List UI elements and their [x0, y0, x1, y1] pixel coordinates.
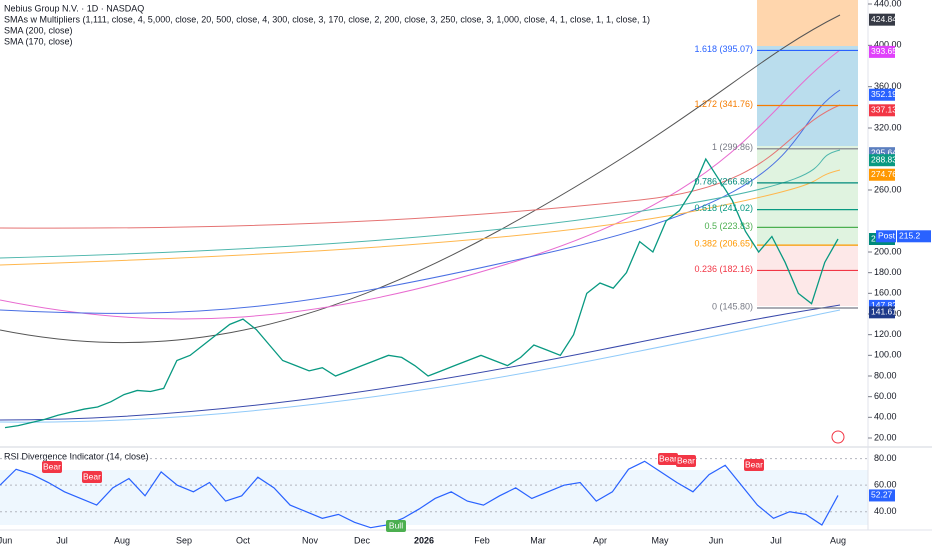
price-badge-label: 274.76 — [871, 169, 897, 179]
price-badge-label: 337.13 — [871, 105, 897, 115]
signal-tag — [386, 520, 406, 532]
fib-label: 0.786 (266.86) — [694, 176, 753, 186]
price-badge — [869, 13, 895, 26]
price-badge — [869, 154, 895, 167]
legend-text: SMAs w Multipliers (1,111, close, 4, 5,0… — [4, 14, 650, 24]
sma-line — [0, 49, 841, 320]
time-label: Oct — [236, 535, 251, 545]
fib-zone — [757, 146, 858, 246]
price-badge-label: 147.82 — [871, 300, 897, 310]
alert-icon[interactable] — [831, 430, 845, 444]
time-label: Aug — [830, 535, 846, 545]
time-label: Aug — [114, 535, 130, 545]
price-tick-label: 40.00 — [874, 412, 897, 422]
price-tick-label: 200.00 — [874, 246, 902, 256]
signal-tag — [676, 455, 696, 467]
post-badge — [897, 230, 931, 243]
fib-label: 1.272 (341.76) — [694, 99, 753, 109]
price-tick-label: 20.00 — [874, 432, 897, 442]
price-badge — [869, 45, 895, 58]
fib-label: 1 (299.86) — [712, 142, 753, 152]
time-label: Feb — [474, 535, 490, 545]
rsi-line — [0, 460, 839, 529]
price-tick-label: 60.00 — [874, 391, 897, 401]
legend-text: SMA (200, close) — [4, 25, 73, 35]
price-badge-label: 352.19 — [871, 89, 897, 99]
rsi-badge-label: 52.27 — [871, 490, 893, 500]
rsi-tick-label: 60.00 — [874, 480, 897, 490]
signal-label: Bear — [677, 455, 695, 465]
price-tick-label: 100.00 — [874, 350, 902, 360]
fib-label: 0 (145.80) — [712, 301, 753, 311]
price-tick-label: 260.00 — [874, 184, 902, 194]
sma-line — [0, 89, 841, 314]
signal-label: Bear — [43, 461, 61, 471]
fib-zone — [757, 46, 858, 146]
sma-line — [0, 304, 841, 421]
rsi-band — [0, 470, 868, 525]
time-label: Jul — [56, 535, 68, 545]
time-label: Jun — [709, 535, 724, 545]
price-tick-label: 440.00 — [874, 0, 902, 8]
sma-line — [0, 309, 841, 423]
price-badge-label: 141.61 — [871, 307, 897, 317]
price-tick-label: 80.00 — [874, 370, 897, 380]
price-line — [4, 157, 839, 429]
signal-label: Bear — [83, 471, 101, 481]
price-tick-label: 120.00 — [874, 329, 902, 339]
price-badge-label: 424.84 — [871, 14, 897, 24]
signal-tag — [658, 453, 678, 465]
post-tag — [876, 230, 896, 243]
price-tick-label: 400.00 — [874, 40, 902, 50]
price-tick-label: 320.00 — [874, 122, 902, 132]
price-tick-label: 180.00 — [874, 267, 902, 277]
price-badge-label: 295.64 — [871, 147, 897, 157]
time-label: Apr — [593, 535, 607, 545]
time-label: Dec — [354, 535, 371, 545]
sma-line — [0, 149, 841, 259]
price-badge — [869, 168, 895, 181]
fib-label: 0.236 (182.16) — [694, 264, 753, 274]
price-badge-label: 393.65 — [871, 46, 897, 56]
legend-text: Nebius Group N.V. · 1D · NASDAQ — [4, 3, 144, 13]
signal-label: Bull — [389, 520, 403, 530]
time-label: Jul — [770, 535, 782, 545]
signal-tag — [82, 471, 102, 483]
price-badge — [869, 306, 895, 319]
rsi-tick-label: 80.00 — [874, 453, 897, 463]
signal-tag — [744, 459, 764, 471]
price-tick-label: 160.00 — [874, 288, 902, 298]
signal-tag — [42, 461, 62, 473]
fib-extension-box — [757, 0, 858, 46]
sma-line — [0, 169, 841, 266]
signal-label: Bear — [659, 453, 677, 463]
fib-zone — [757, 246, 858, 306]
time-label: 2026 — [414, 535, 434, 545]
fib-label: 0.5 (223.83) — [704, 221, 753, 231]
post-tag-label: Post — [878, 231, 896, 241]
time-label: Sep — [176, 535, 192, 545]
post-badge-label: 215.2 — [899, 231, 921, 241]
sma-line — [0, 14, 841, 343]
fib-label: 0.618 (241.02) — [694, 203, 753, 213]
price-badge — [869, 88, 895, 101]
time-label: Nov — [302, 535, 319, 545]
rsi-tick-label: 40.00 — [874, 506, 897, 516]
time-label: May — [651, 535, 669, 545]
sma-line — [0, 104, 841, 229]
time-label: Mar — [530, 535, 546, 545]
rsi-badge — [869, 489, 895, 502]
moving-averages — [0, 14, 841, 423]
price-badge — [869, 104, 895, 117]
fib-label: 1.618 (395.07) — [694, 44, 753, 54]
rsi-title: RSI Divergence Indicator (14, close) — [4, 451, 149, 461]
price-badge-label: 288.83 — [871, 154, 897, 164]
time-label: Jun — [0, 535, 12, 545]
price-tick-label: 360.00 — [874, 81, 902, 91]
signal-label: Bear — [745, 459, 763, 469]
legend-text: SMA (170, close) — [4, 36, 73, 46]
fib-label: 0.382 (206.65) — [694, 239, 753, 249]
